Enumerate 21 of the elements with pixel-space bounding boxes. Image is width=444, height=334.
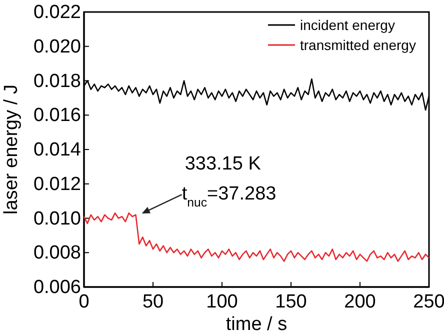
x-axis-title: time / s [226,314,288,334]
x-tick-label: 250 [413,291,444,312]
y-tick-label: 0.022 [33,2,81,24]
y-tick-label: 0.016 [33,105,81,126]
legend-label: incident energy [300,17,395,33]
line-series [83,212,430,262]
y-tick-label: 0.008 [33,242,81,264]
y-tick-label: 0.012 [33,174,81,195]
x-tick-label: 200 [344,291,376,312]
x-tick-label: 0 [78,291,90,312]
y-tick-label: 0.010 [33,208,81,230]
annotation: 333.15 K t$_{nuc}$=37.283 [182,154,276,210]
x-tick-label: 100 [206,291,238,312]
legend-label: transmitted energy [300,37,416,53]
y-tick-label: 0.006 [33,277,81,298]
y-tick-label: 0.020 [33,36,81,58]
y-axis-title: laser energy / J [1,84,22,214]
y-tick-label: 0.018 [33,70,81,92]
x-tick-label: 50 [142,291,164,312]
x-tick-label: 150 [275,291,307,312]
y-tick-label: 0.014 [33,140,82,161]
